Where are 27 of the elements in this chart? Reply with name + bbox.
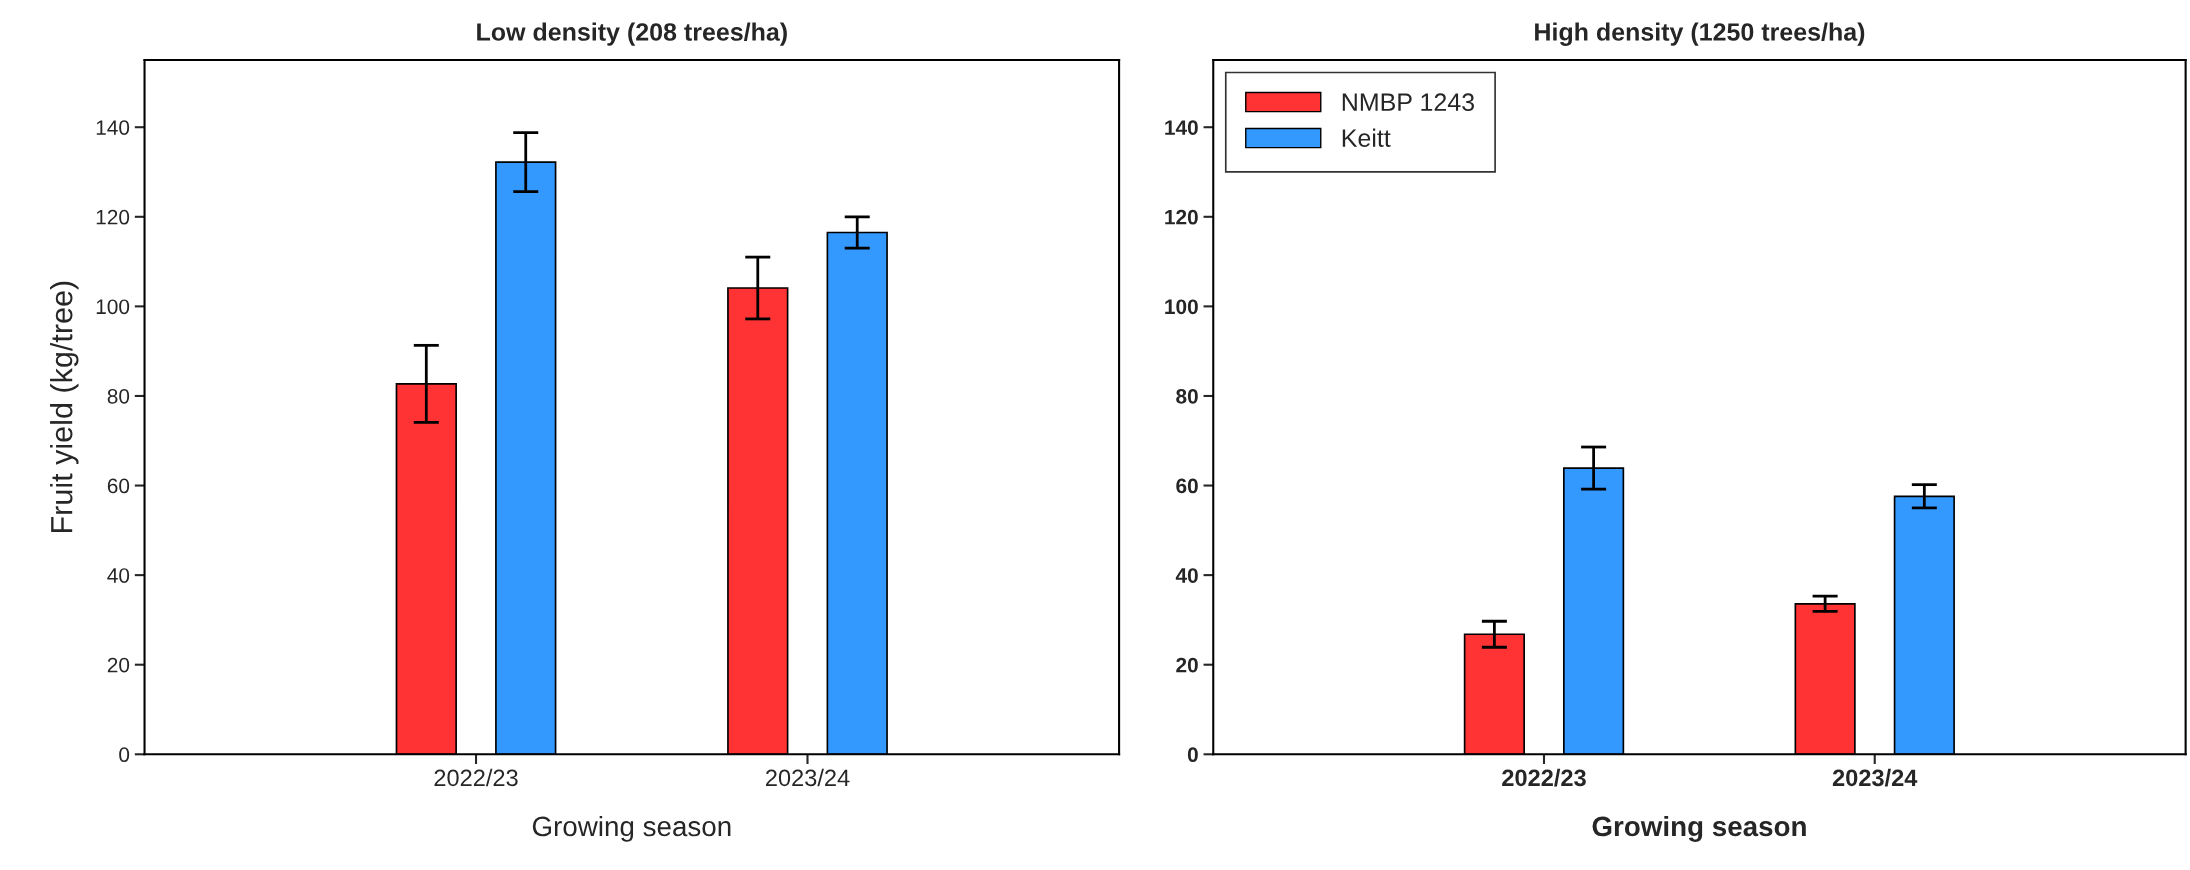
y-tick-label: 140	[1165, 120, 1198, 135]
y-tick-label: 20	[1176, 657, 1198, 673]
y-tick-label: 40	[107, 568, 130, 583]
y-tick-label: 60	[1176, 478, 1198, 494]
y-tick-label: 0	[1187, 747, 1198, 763]
legend-label: Keitt	[1342, 128, 1391, 147]
y-axis-title: Fruit yield (kg/tree)	[50, 281, 79, 532]
y-tick-label: 0	[119, 747, 130, 763]
y-tick-label: 20	[107, 657, 130, 673]
legend-label: NMBP 1243	[1342, 93, 1475, 112]
y-tick-label: 80	[107, 388, 130, 404]
x-axis-title: Growing season	[1592, 815, 1806, 842]
y-tick-label: 100	[96, 299, 130, 315]
x-tick-label: 2023/24	[1832, 768, 1918, 787]
y-tick-label: 40	[1175, 568, 1198, 583]
y-tick-label: 120	[96, 209, 130, 225]
x-axis-title: Growing season	[532, 815, 731, 842]
y-tick-label: 100	[1165, 299, 1198, 315]
x-tick-label: 2023/24	[766, 768, 850, 787]
chart-title: Low density (208 trees/ha)	[477, 22, 787, 46]
y-tick-label: 60	[107, 478, 130, 494]
x-tick-label: 2022/23	[1502, 768, 1586, 787]
y-tick-label: 140	[96, 120, 130, 135]
y-tick-label: 120	[1165, 209, 1198, 225]
y-tick-label: 80	[1176, 388, 1198, 404]
chart-title: High density (1250 trees/ha)	[1535, 22, 1865, 46]
x-tick-label: 2022/23	[434, 768, 518, 787]
